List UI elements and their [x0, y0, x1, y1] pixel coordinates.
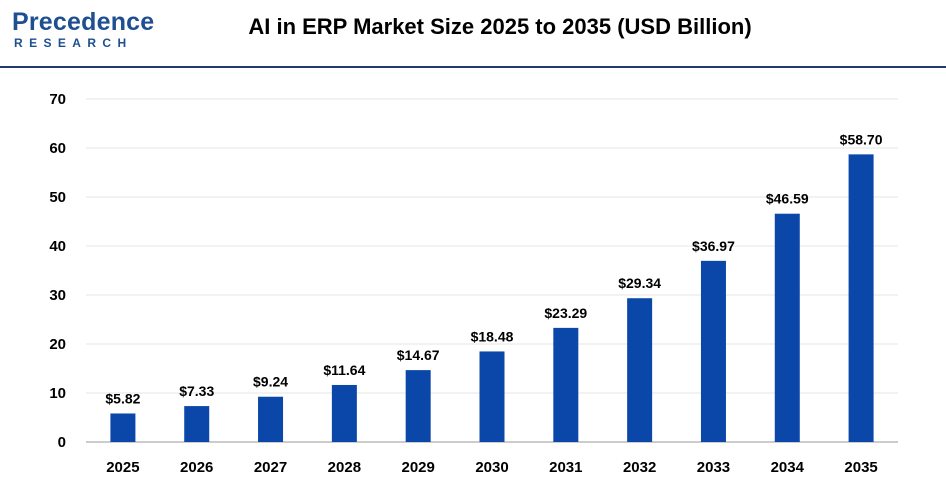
- bar: [553, 327, 579, 442]
- data-label: $29.34: [618, 275, 661, 291]
- x-tick-label: 2026: [180, 459, 213, 476]
- x-tick-label: 2035: [844, 459, 877, 476]
- y-tick-label: 70: [49, 91, 66, 108]
- y-tick-label: 30: [49, 287, 66, 304]
- bar: [405, 370, 431, 442]
- data-label: $58.70: [840, 131, 883, 147]
- x-tick-label: 2025: [106, 459, 139, 476]
- bar: [700, 260, 726, 442]
- bar-chart: 010203040506070$5.822025$7.332026$9.2420…: [49, 91, 898, 476]
- data-label: $46.59: [766, 191, 809, 207]
- x-tick-label: 2029: [401, 459, 434, 476]
- bar: [479, 351, 505, 442]
- y-tick-label: 0: [58, 434, 66, 451]
- x-tick-label: 2028: [328, 459, 361, 476]
- x-tick-label: 2027: [254, 459, 287, 476]
- data-label: $7.33: [179, 383, 214, 399]
- logo-sub-text: RESEARCH: [14, 36, 133, 50]
- y-tick-label: 10: [49, 385, 66, 402]
- bar: [258, 396, 284, 442]
- chart-title: AI in ERP Market Size 2025 to 2035 (USD …: [248, 14, 752, 39]
- y-tick-label: 50: [49, 189, 66, 206]
- data-label: $14.67: [397, 347, 440, 363]
- data-label: $5.82: [105, 390, 140, 406]
- x-tick-label: 2033: [697, 459, 730, 476]
- y-tick-label: 40: [49, 238, 66, 255]
- x-tick-label: 2032: [623, 459, 656, 476]
- bar: [848, 154, 874, 442]
- bar: [774, 213, 800, 442]
- precedence-research-logo: Precedence RESEARCH: [12, 8, 162, 54]
- x-tick-label: 2030: [475, 459, 508, 476]
- x-tick-label: 2034: [771, 459, 805, 476]
- y-tick-label: 20: [49, 336, 66, 353]
- y-tick-label: 60: [49, 140, 66, 157]
- header: Precedence RESEARCH AI in ERP Market Siz…: [0, 0, 946, 66]
- bar: [184, 406, 210, 442]
- data-label: $23.29: [544, 305, 587, 321]
- data-label: $11.64: [323, 362, 365, 378]
- logo-main-text: Precedence: [12, 8, 155, 36]
- data-label: $36.97: [692, 238, 735, 254]
- bar: [110, 413, 136, 442]
- x-tick-label: 2031: [549, 459, 582, 476]
- bar: [627, 298, 653, 442]
- bar: [331, 384, 357, 442]
- header-divider: [0, 66, 946, 68]
- data-label: $9.24: [253, 374, 288, 390]
- data-label: $18.48: [471, 328, 514, 344]
